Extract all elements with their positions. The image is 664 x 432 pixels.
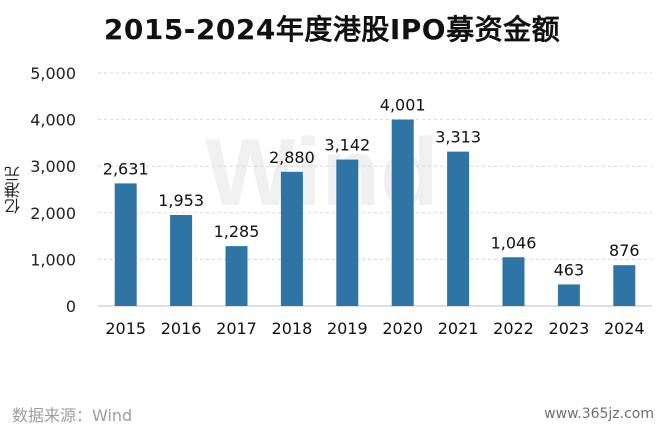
data-label: 1,953 [158, 191, 204, 210]
y-tick-label: 2,000 [30, 204, 76, 223]
x-tick-label: 2023 [549, 319, 590, 338]
bar [557, 284, 580, 306]
bar [336, 159, 359, 306]
data-label: 3,313 [435, 128, 481, 147]
y-tick-label: 3,000 [30, 157, 76, 176]
data-label: 876 [609, 241, 640, 260]
bar [170, 214, 193, 306]
y-tick-label: 0 [66, 297, 76, 316]
bar [502, 257, 525, 306]
x-tick-label: 2022 [493, 319, 534, 338]
data-label: 2,880 [269, 148, 315, 167]
x-tick-label: 2019 [327, 319, 368, 338]
site-watermark: www.365jz.com [544, 406, 654, 422]
data-label: 1,046 [491, 233, 537, 252]
bar [613, 265, 636, 306]
bar [114, 183, 137, 306]
x-tick-label: 2018 [272, 319, 313, 338]
data-label: 463 [554, 260, 585, 279]
y-tick-label: 4,000 [30, 111, 76, 130]
x-tick-label: 2017 [216, 319, 257, 338]
data-label: 4,001 [380, 96, 426, 115]
bar [447, 151, 470, 306]
y-tick-label: 1,000 [30, 250, 76, 269]
x-tick-label: 2024 [604, 319, 645, 338]
data-label: 2,631 [103, 159, 149, 178]
data-label: 3,142 [324, 136, 370, 155]
bar [225, 246, 248, 306]
x-tick-label: 2021 [438, 319, 479, 338]
bar [391, 119, 414, 306]
x-tick-label: 2016 [161, 319, 202, 338]
source-note: 数据来源：Wind [12, 406, 133, 425]
x-tick-label: 2015 [105, 319, 146, 338]
bar [280, 171, 303, 306]
chart-title: 2015-2024年度港股IPO募资金额 [103, 13, 561, 46]
y-tick-label: 5,000 [30, 64, 76, 83]
data-label: 1,285 [214, 222, 260, 241]
x-tick-label: 2020 [382, 319, 423, 338]
